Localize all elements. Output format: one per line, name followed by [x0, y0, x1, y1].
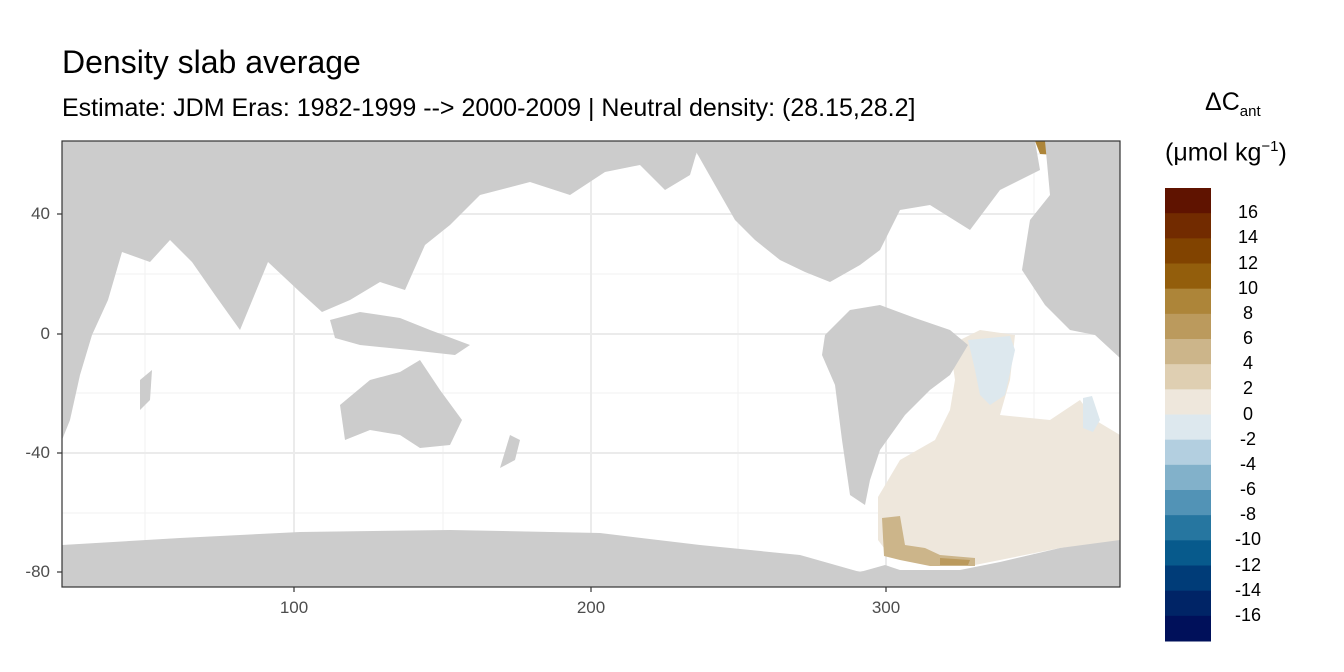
data-region-4-6 — [882, 516, 975, 566]
land-japan — [405, 210, 430, 245]
x-tick-label: 100 — [279, 598, 309, 617]
colorbar-swatch — [1165, 464, 1211, 491]
legend-title-main: ΔC — [1205, 88, 1240, 116]
land-new-zealand — [500, 435, 520, 468]
chart-title: Density slab average — [62, 44, 361, 80]
colorbar-swatch — [1165, 213, 1211, 239]
land-madagascar — [140, 370, 152, 410]
colorbar-label: 12 — [1237, 252, 1259, 273]
colorbar-swatch — [1165, 439, 1211, 466]
colorbar-label: -6 — [1239, 479, 1256, 499]
colorbar-label: -8 — [1239, 504, 1256, 525]
land-south-america — [822, 305, 968, 505]
colorbar-swatch — [1165, 565, 1211, 592]
colorbar-label: -2 — [1239, 428, 1256, 449]
data-region-6-8 — [940, 558, 970, 565]
colorbar-label: 6 — [1242, 328, 1253, 348]
colorbar-label: 0 — [1242, 403, 1253, 424]
colorbar-swatch — [1165, 615, 1211, 642]
colorbar-swatch — [1165, 490, 1211, 516]
colorbar-swatch — [1165, 339, 1211, 365]
legend-unit-close: ) — [1278, 138, 1287, 167]
colorbar-swatch — [1165, 313, 1211, 340]
legend-unit-text: (μmol kg — [1165, 138, 1262, 167]
land-asia-africa — [62, 141, 700, 440]
colorbar-label: -14 — [1234, 579, 1261, 600]
colorbar-swatch — [1165, 515, 1211, 541]
land-maritime-se-asia — [330, 312, 470, 355]
colorbar-label: -16 — [1234, 604, 1261, 625]
colorbar-label: 4 — [1242, 353, 1253, 374]
colorbar-label: 14 — [1237, 227, 1259, 248]
colorbar-swatch — [1165, 188, 1211, 214]
colorbar-label: -10 — [1234, 529, 1261, 550]
legend-unit-sup: −1 — [1261, 138, 1279, 155]
data-field — [878, 141, 1120, 566]
colorbar-label: 2 — [1242, 378, 1253, 399]
colorbar — [1165, 188, 1211, 642]
legend-title: ΔCant — [1205, 88, 1261, 120]
legend-title-sub: ant — [1239, 103, 1261, 120]
legend-unit: (μmol kg−1) — [1165, 138, 1287, 167]
land-australia — [340, 360, 462, 448]
y-tick-label: -80 — [25, 562, 50, 581]
land-europe-africa-east — [1022, 141, 1120, 358]
x-tick-label: 300 — [871, 598, 901, 617]
colorbar-swatch — [1165, 238, 1211, 264]
data-region-0-2 — [878, 330, 1120, 565]
colorbar-swatch — [1165, 389, 1211, 415]
colorbar-swatch — [1165, 590, 1211, 617]
colorbar-swatch — [1165, 263, 1211, 290]
colorbar-label: 16 — [1237, 202, 1259, 223]
y-tick-label: 40 — [31, 204, 50, 223]
chart-subtitle: Estimate: JDM Eras: 1982-1999 --> 2000-2… — [62, 94, 916, 122]
colorbar-label: 8 — [1242, 302, 1253, 323]
land-antarctica — [62, 530, 1120, 587]
data-region-neg2-0 — [968, 336, 1015, 405]
colorbar-swatch — [1165, 414, 1211, 441]
colorbar-swatch — [1165, 288, 1211, 315]
y-tick-label: -40 — [25, 443, 50, 462]
colorbar-label: 10 — [1237, 277, 1259, 298]
colorbar-label: -4 — [1239, 453, 1256, 474]
colorbar-swatch — [1165, 540, 1211, 566]
colorbar-swatch — [1165, 364, 1211, 390]
land-north-america — [690, 141, 1040, 282]
y-tick-label: 0 — [40, 324, 50, 343]
land — [62, 141, 1120, 587]
colorbar-label: -12 — [1234, 554, 1261, 575]
x-tick-label: 200 — [576, 598, 606, 617]
data-region-neg2-0 — [1083, 396, 1100, 432]
